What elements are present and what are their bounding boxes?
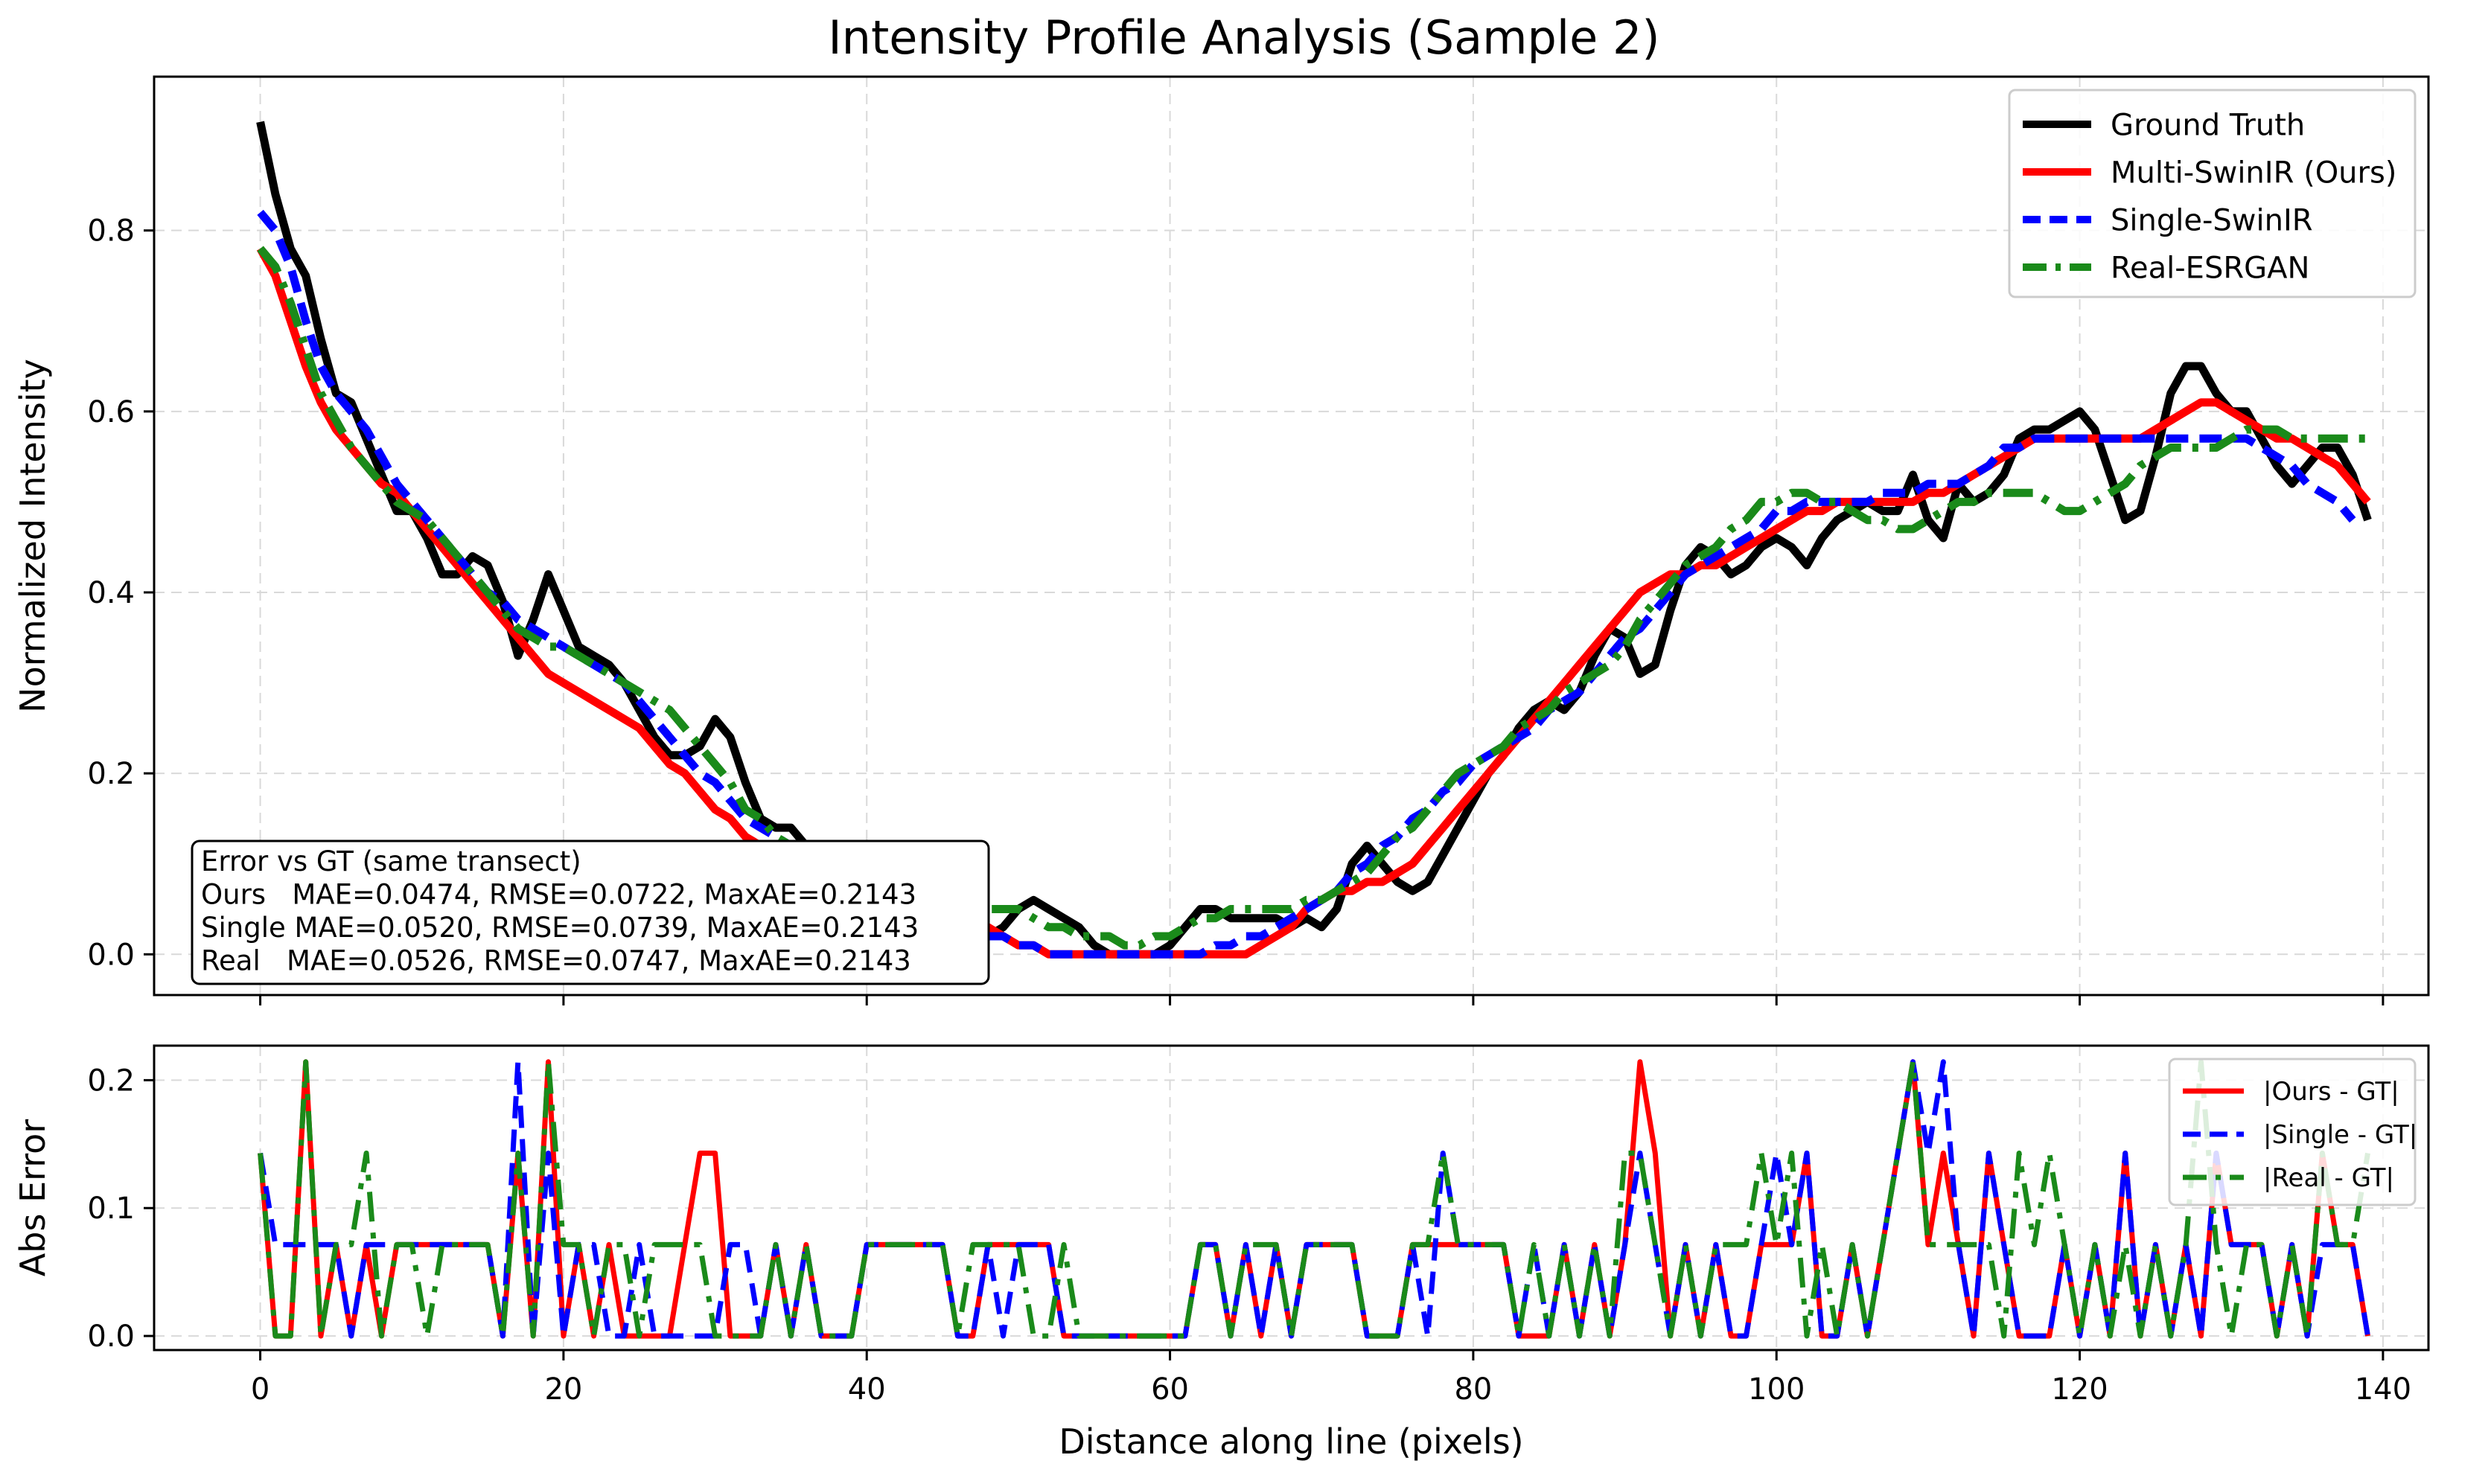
x-tick-label: 20 xyxy=(544,1372,582,1407)
series-line-4 xyxy=(257,246,2368,950)
legend-label: Multi-SwinIR (Ours) xyxy=(2111,156,2396,190)
y-axis-label: Abs Error xyxy=(13,1119,53,1276)
legend: Ground Truth Multi-SwinIR (Ours) Single-Sw… xyxy=(2008,89,2417,298)
y-tick-label: 0.8 xyxy=(87,214,135,249)
plot-frame xyxy=(153,75,2430,997)
annotation-line: Ours MAE=0.0474, RMSE=0.0722, MaxAE=0.21… xyxy=(201,879,916,911)
y-tick-label: 0.1 xyxy=(87,1192,135,1226)
x-tick-label: 60 xyxy=(1151,1372,1189,1407)
y-tick-label: 0.2 xyxy=(87,757,135,791)
legend-box xyxy=(2008,89,2417,298)
x-tick-label: 80 xyxy=(1454,1372,1492,1407)
legend-label: Ground Truth xyxy=(2111,108,2305,142)
top-panel: 0.0 0.2 0.4 0.6 0.8 Normalized Intensity Groun… xyxy=(13,75,2430,1005)
error-annotation: Error vs GT (same transect)Ours MAE=0.04… xyxy=(191,839,990,985)
x-tick-label: 140 xyxy=(2355,1372,2411,1407)
y-axis-label: Normalized Intensity xyxy=(13,359,53,713)
x-tick-label: 100 xyxy=(1748,1372,1805,1407)
plot-frame xyxy=(153,1044,2430,1352)
legend-label: Single-SwinIR xyxy=(2111,203,2313,237)
y-tick-label: 0.2 xyxy=(87,1064,135,1098)
y-tick-label: 0.6 xyxy=(87,395,135,429)
x-tick-label: 120 xyxy=(2051,1372,2108,1407)
series-line-3 xyxy=(258,1059,2370,1339)
series-line-3 xyxy=(257,209,2356,959)
x-tick-label: 0 xyxy=(251,1372,269,1407)
legend: |Ours - GT| |Single - GT| |Real - GT| xyxy=(2168,1058,2417,1206)
annotation-line: Single MAE=0.0520, RMSE=0.0739, MaxAE=0.… xyxy=(201,912,919,944)
annotation-box xyxy=(191,839,990,985)
legend-label: |Real - GT| xyxy=(2263,1163,2394,1193)
x-tick-label: 40 xyxy=(848,1372,886,1407)
legend-label: |Ours - GT| xyxy=(2263,1077,2399,1107)
y-tick-label: 0.0 xyxy=(87,938,135,972)
annotation-line: Real MAE=0.0526, RMSE=0.0747, MaxAE=0.21… xyxy=(201,945,911,977)
y-tick-label: 0.4 xyxy=(87,576,135,610)
legend-box xyxy=(2168,1058,2417,1206)
annotation-line: Error vs GT (same transect) xyxy=(201,845,581,877)
legend-label: Real-ESRGAN xyxy=(2111,251,2309,285)
bottom-panel: 0 20 40 60 80 100 120 140 0.0 0.1 0.2 Abs Error Dist… xyxy=(13,1044,2430,1462)
figure-title: Intensity Profile Analysis (Sample 2) xyxy=(828,10,1659,65)
legend-label: |Single - GT| xyxy=(2263,1120,2417,1150)
x-axis-label: Distance along line (pixels) xyxy=(1059,1421,1523,1462)
y-tick-label: 0.0 xyxy=(87,1320,135,1354)
